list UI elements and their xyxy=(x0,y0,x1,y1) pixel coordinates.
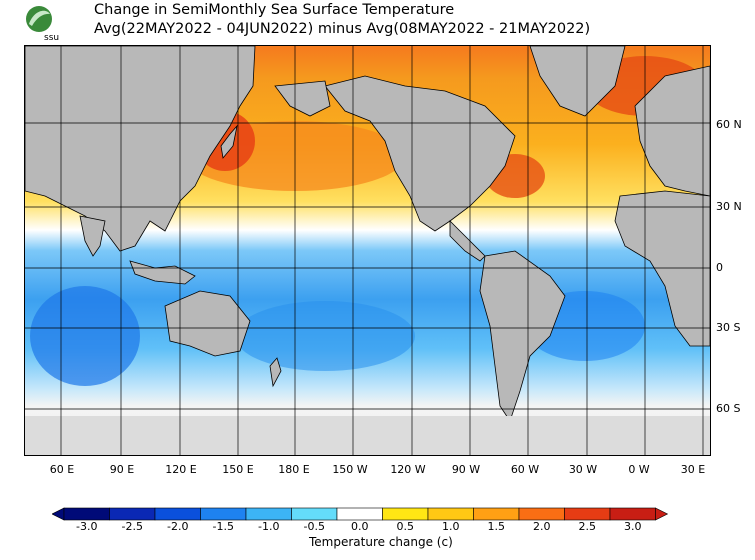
colorbar-swatches xyxy=(51,507,669,521)
asia-land xyxy=(25,46,256,252)
colorbar-tick-label: -2.5 xyxy=(121,520,143,533)
lat-label-0: 0 xyxy=(716,261,723,274)
colorbar-tick-label: -2.0 xyxy=(167,520,189,533)
lon-label-150e: 150 E xyxy=(222,463,254,476)
colorbar-title: Temperature change (c) xyxy=(309,535,453,549)
colorbar-swatch-4 xyxy=(245,507,292,521)
europe-land xyxy=(634,65,710,197)
colorbar-tick-label: -3.0 xyxy=(76,520,98,533)
logo-text: ssu xyxy=(44,33,59,42)
lon-label-120e: 120 E xyxy=(165,463,197,476)
colorbar-tick-label: -1.0 xyxy=(258,520,280,533)
colorbar-swatch-8 xyxy=(427,507,474,521)
lon-label-90w: 90 W xyxy=(451,463,481,476)
colorbar-tick-label: 3.0 xyxy=(624,520,642,533)
map-title: Change in SemiMonthly Sea Surface Temper… xyxy=(94,1,590,39)
lon-label-30w: 30 W xyxy=(568,463,598,476)
africa-land xyxy=(614,190,710,347)
lat-label-60n: 60 N xyxy=(716,118,742,131)
south-pacific-cool-anomaly xyxy=(235,301,415,371)
colorbar-swatch-11 xyxy=(564,507,611,521)
colorbar-swatch-3 xyxy=(200,507,247,521)
new-zealand-land xyxy=(269,357,282,388)
lon-label-30e: 30 E xyxy=(680,463,706,476)
lon-label-60w: 60 W xyxy=(510,463,540,476)
australia-land xyxy=(164,290,251,357)
logo-leaf-icon xyxy=(29,10,50,26)
antarctic-ice xyxy=(25,416,710,455)
colorbar-swatch-2 xyxy=(154,507,201,521)
sst-map-canvas xyxy=(25,46,710,455)
colorbar-swatch-1 xyxy=(109,507,156,521)
colorbar-swatch-12 xyxy=(609,507,656,521)
colorbar-swatch-10 xyxy=(518,507,565,521)
india-land xyxy=(79,215,106,257)
lat-label-60s: 60 S xyxy=(716,402,741,415)
colorbar-tick-label: 0.0 xyxy=(351,520,369,533)
colorbar-swatch-5 xyxy=(291,507,338,521)
colorbar-swatch-9 xyxy=(473,507,520,521)
indian-ocean-cool-anomaly xyxy=(30,286,140,386)
lon-label-60e: 60 E xyxy=(49,463,75,476)
colorbar-arrow-left xyxy=(51,507,65,521)
colorbar-tick-label: 1.5 xyxy=(487,520,506,533)
lon-label-150w: 150 W xyxy=(332,463,368,476)
colorbar-tick-label: 2.0 xyxy=(533,520,551,533)
lat-label-30n: 30 N xyxy=(716,200,742,213)
lon-label-0w: 0 W xyxy=(628,463,650,476)
greenland-land xyxy=(529,46,626,117)
land-masses xyxy=(25,46,710,422)
colorbar-tick-label: 2.5 xyxy=(578,520,597,533)
lon-label-180e: 180 E xyxy=(278,463,310,476)
title-line-1: Change in SemiMonthly Sea Surface Temper… xyxy=(94,2,455,18)
colorbar-tick-label: -1.5 xyxy=(212,520,234,533)
colorbar-arrow-right xyxy=(655,507,669,521)
colorbar-swatch-7 xyxy=(382,507,429,521)
colorbar-tick-label: 1.0 xyxy=(442,520,460,533)
title-line-2: Avg(22MAY2022 - 04JUN2022) minus Avg(08M… xyxy=(94,21,591,37)
logo-globe-icon xyxy=(26,6,52,32)
sst-map[interactable] xyxy=(24,45,711,456)
lat-label-30s: 30 S xyxy=(716,321,741,334)
colorbar-swatch-0 xyxy=(63,507,110,521)
colorbar xyxy=(51,506,672,526)
colorbar-tick-label: -0.5 xyxy=(303,520,325,533)
graticule xyxy=(25,46,710,455)
japan-land xyxy=(220,124,238,159)
logo: ssu xyxy=(20,4,62,43)
south-america-land xyxy=(479,250,566,422)
colorbar-tick-label: 0.5 xyxy=(396,520,415,533)
lon-label-120w: 120 W xyxy=(390,463,426,476)
colorbar-swatch-6 xyxy=(336,507,383,521)
lon-label-90e: 90 E xyxy=(109,463,135,476)
north-america-land xyxy=(324,75,516,232)
alaska-land xyxy=(274,80,331,117)
